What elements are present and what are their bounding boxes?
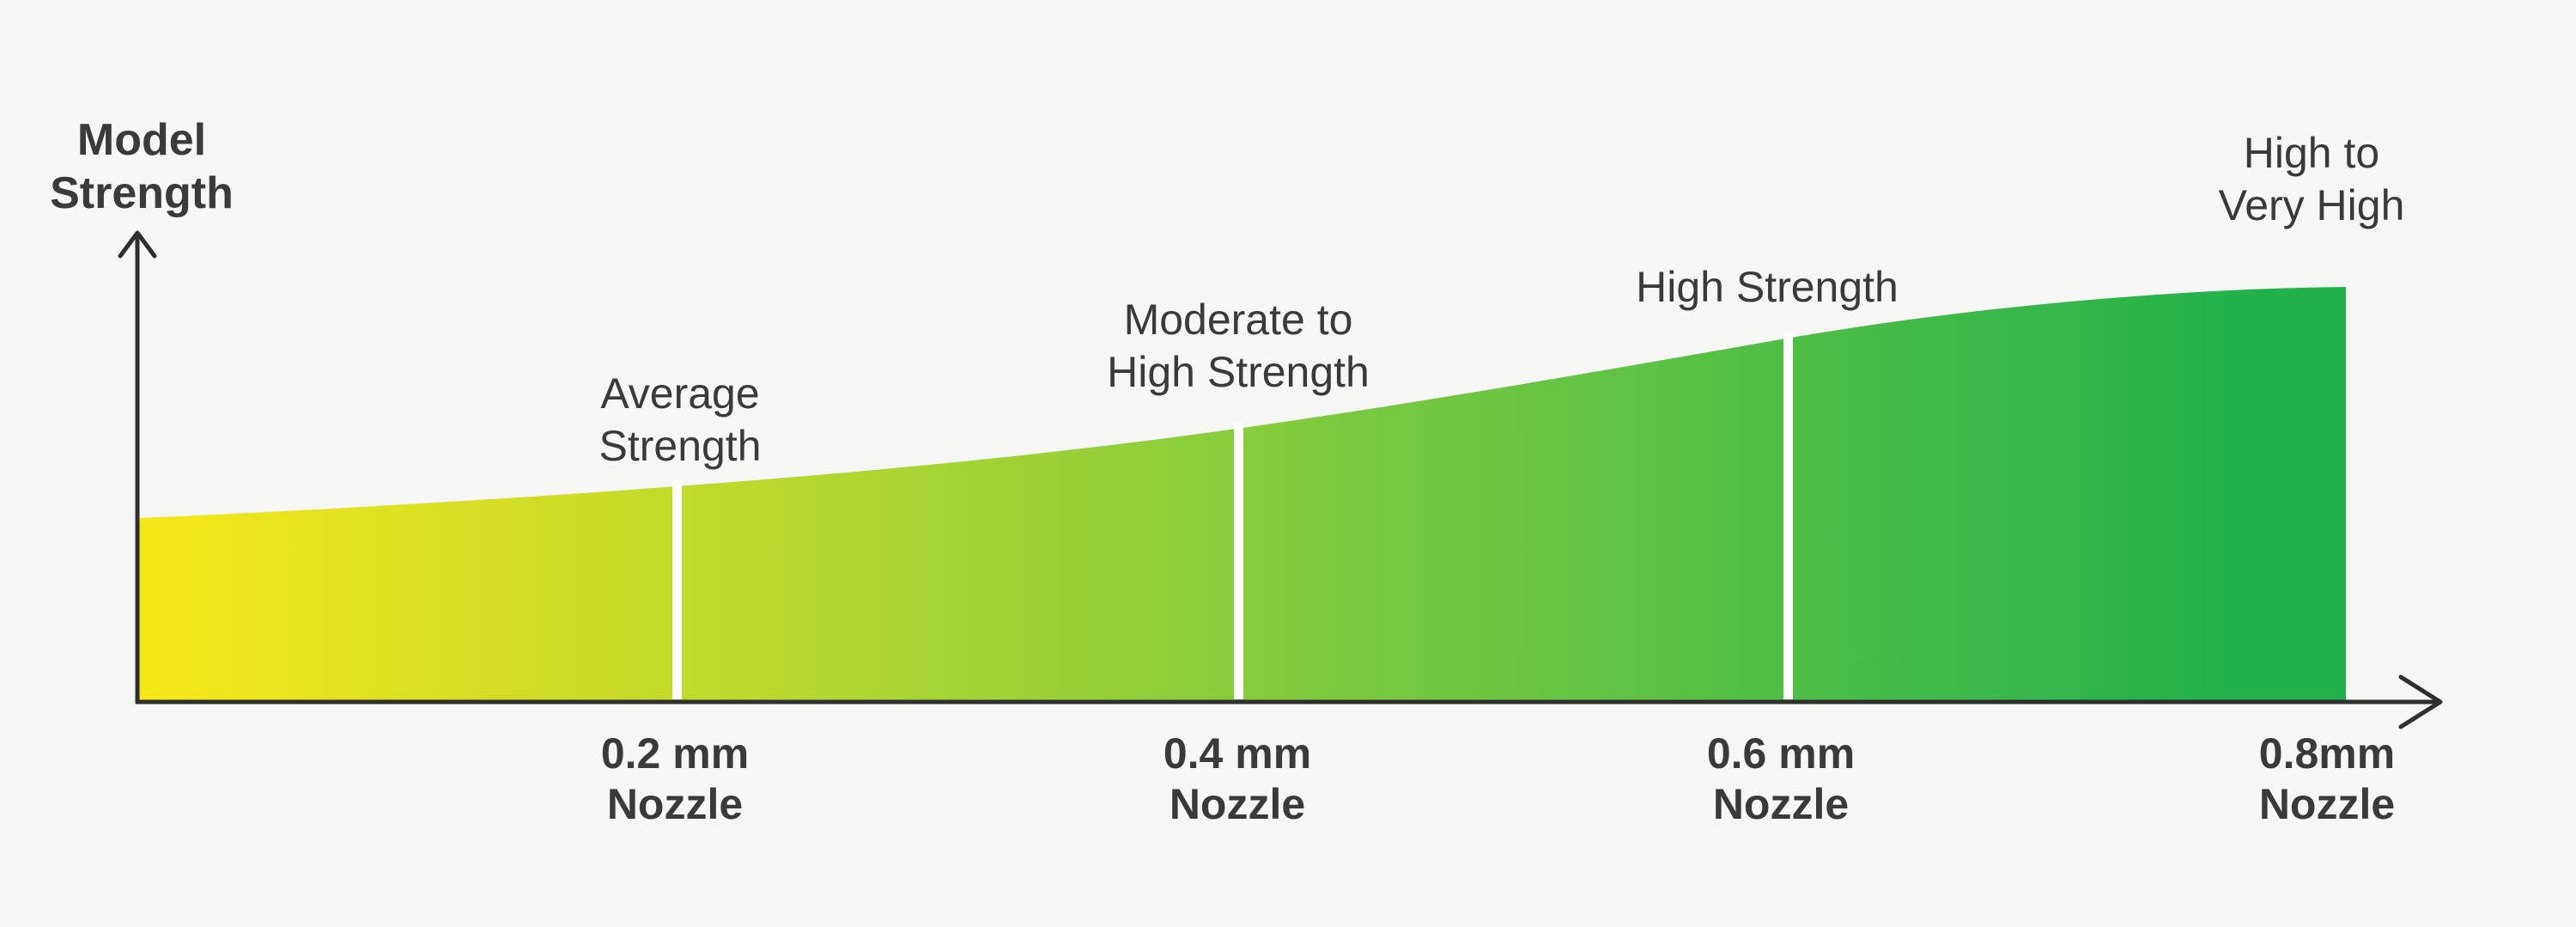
segment-divider-1 <box>672 479 682 699</box>
segment-label-average-strength: Average Strength <box>598 369 762 470</box>
x-tick-label-0-8mm-nozzle: 0.8mm Nozzle <box>2258 729 2396 828</box>
y-axis-title: Model Strength <box>50 115 234 219</box>
segment-divider-2 <box>1234 422 1243 699</box>
segment-divider-3 <box>1783 332 1793 699</box>
x-tick-label-0-6mm-nozzle: 0.6 mm Nozzle <box>1706 729 1856 828</box>
x-tick-label-0-4mm-nozzle: 0.4 mm Nozzle <box>1163 729 1312 828</box>
x-tick-label-0-2mm-nozzle: 0.2 mm Nozzle <box>600 729 750 828</box>
segment-label-high-strength: High Strength <box>1636 263 1899 311</box>
x-axis-arrow-icon <box>2398 674 2443 729</box>
segment-label-moderate-to-high-strength: Moderate to High Strength <box>1107 296 1370 396</box>
y-axis-arrow-icon <box>118 230 157 259</box>
segment-label-high-to-very-high: High to Very High <box>2218 129 2405 229</box>
